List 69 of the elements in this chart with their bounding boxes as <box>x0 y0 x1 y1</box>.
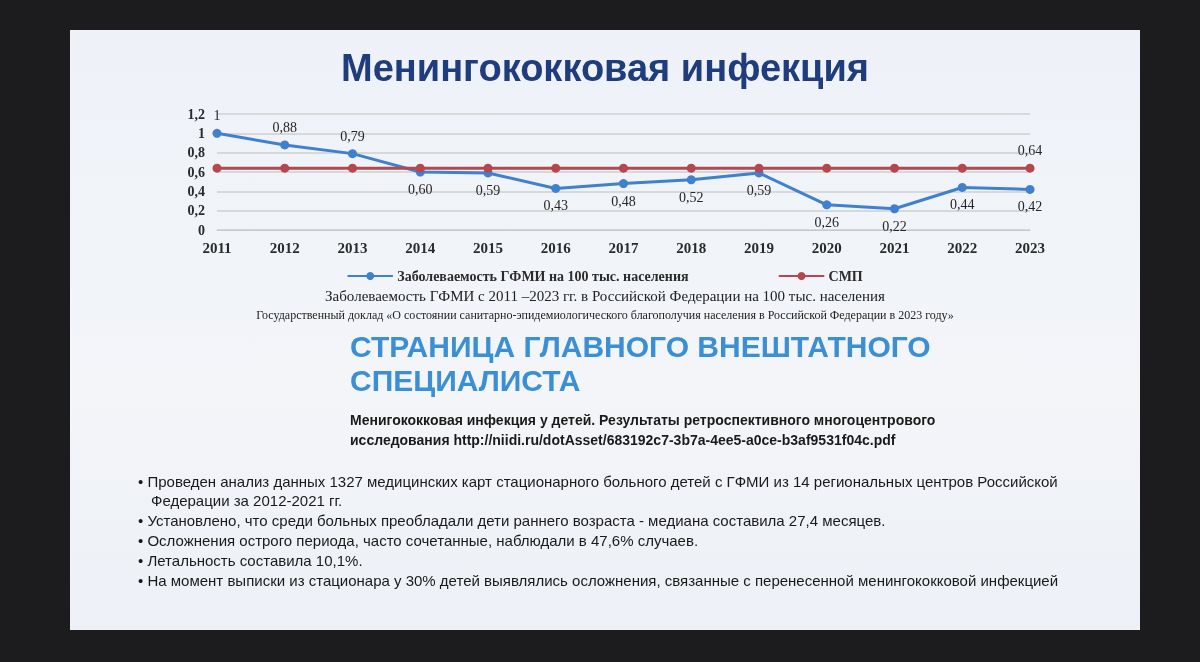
x-tick-label: 2013 <box>337 239 368 256</box>
data-label: 0,44 <box>950 197 975 213</box>
y-tick-label: 0,2 <box>187 203 205 219</box>
chart-title: Менингококковая инфекция <box>341 47 869 89</box>
point <box>1025 163 1035 173</box>
data-label: 0,59 <box>746 182 772 198</box>
x-tick-label: 2011 <box>202 239 232 256</box>
legend-label: Заболеваемость ГФМИ на 100 тыс. населения <box>397 268 689 284</box>
data-label: 0,42 <box>1017 199 1043 215</box>
y-tick-label: 0,6 <box>187 164 205 180</box>
x-tick-label: 2017 <box>608 239 639 256</box>
legend-label: СМП <box>828 268 863 284</box>
point <box>348 163 357 173</box>
x-tick-label: 2019 <box>744 239 774 256</box>
point <box>415 163 425 173</box>
y-tick-label: 0,8 <box>187 145 205 161</box>
y-tick-label: 1,2 <box>187 106 205 122</box>
data-label: 0,48 <box>611 193 636 209</box>
data-label: 0,60 <box>408 182 433 197</box>
point <box>822 200 832 210</box>
point <box>890 163 899 173</box>
text: • Летальность составила 10,1%. <box>138 551 364 570</box>
point <box>754 163 764 173</box>
x-tick-label: 2021 <box>879 239 910 256</box>
point <box>686 163 696 173</box>
x-tick-label: 2022 <box>947 239 978 256</box>
data-label: 0,26 <box>814 214 839 230</box>
data-label: 0,64 <box>1017 143 1043 159</box>
point <box>212 163 222 173</box>
text: Государственный доклад «О состоянии санитарно-эпидемиологического благополучия населения в Российской Федерации в 2023 году» <box>255 308 955 323</box>
text: • Осложнения острого периода, часто сочетанные, наблюдали в 47,6% случаев. <box>138 531 700 550</box>
x-tick-label: 2014 <box>405 239 436 256</box>
x-tick-label: 2020 <box>811 239 842 256</box>
point <box>348 149 357 159</box>
point <box>280 140 290 150</box>
point <box>822 163 832 173</box>
data-label: 1 <box>213 108 221 124</box>
y-tick-label: 0,4 <box>187 183 205 199</box>
text: СТРАНИЦА ГЛАВНОГО ВНЕШТАТНОГО СПЕЦИАЛИСТА <box>350 330 932 398</box>
data-label: 0,22 <box>882 218 907 234</box>
data-label: 0,52 <box>679 189 704 205</box>
point <box>686 175 696 185</box>
x-tick-label: 2018 <box>676 239 707 256</box>
point <box>619 179 628 189</box>
x-tick-label: 2012 <box>269 239 300 256</box>
text: Заболеваемость ГФМИ с 2011 –2023 гг. в Российской Федерации на 100 тыс. населения <box>324 288 886 305</box>
point <box>1025 184 1035 194</box>
point <box>212 128 222 138</box>
point <box>483 163 493 173</box>
point <box>957 163 967 173</box>
text: • Установлено, что среди больных преобладали дети раннего возраста - медиана составила 27,4 месяцев. <box>138 511 887 530</box>
point <box>551 183 561 193</box>
point <box>280 163 290 173</box>
data-label: 0,79 <box>340 128 365 144</box>
y-tick-label: 1 <box>198 125 205 141</box>
x-tick-label: 2023 <box>1015 239 1045 256</box>
text: Менигококковая инфекция у детей. Результаты ретроспективного многоцентрового исследования http://niidi.ru/dotAsset/683192c7-3b7a-4ee5-a0ce-b3af9531f04c.pdf <box>350 411 937 450</box>
data-label: 0,59 <box>475 182 501 198</box>
point <box>890 204 899 214</box>
text: • На момент выписки из стационара у 30% детей выявлялись осложнения, связанные с перенесенной менингококковой инфекцией <box>138 571 1060 590</box>
x-tick-label: 2016 <box>540 239 572 256</box>
point <box>551 163 561 173</box>
point <box>619 163 628 173</box>
y-tick-label: 0 <box>198 222 205 238</box>
data-label: 0,43 <box>543 198 568 214</box>
data-label: 0,88 <box>272 119 297 135</box>
text: • Проведен анализ данных 1327 медицинских карт стационарного больного детей с ГФМИ из 14 региональных центров Российской Федерации за 2012-2021 гг. <box>138 472 1059 510</box>
point <box>957 182 967 192</box>
x-tick-label: 2015 <box>473 239 503 256</box>
